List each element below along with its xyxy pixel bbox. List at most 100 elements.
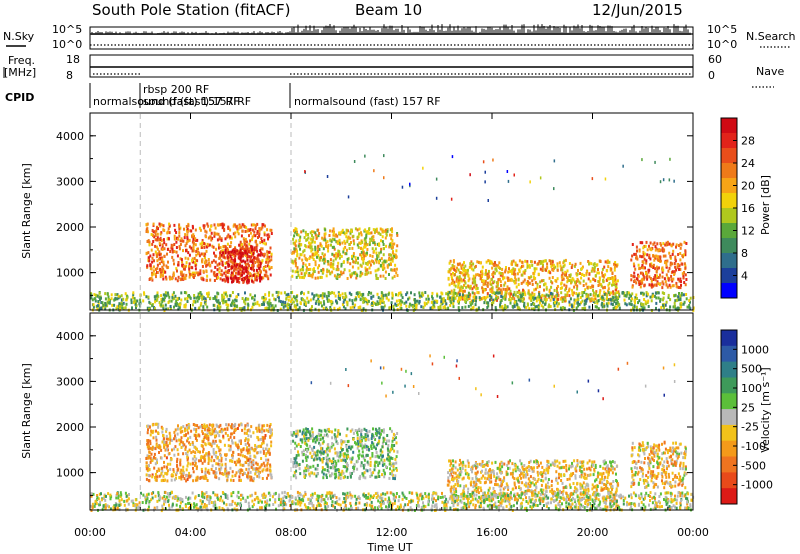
heatmap-cell <box>229 448 232 452</box>
heatmap-cell <box>349 236 352 240</box>
heatmap-cell <box>338 240 341 244</box>
heatmap-cell <box>240 260 243 264</box>
heatmap-cell <box>503 296 505 300</box>
heatmap-cell <box>178 225 181 229</box>
heatmap-cell <box>517 298 520 302</box>
heatmap-cell <box>363 242 366 246</box>
heatmap-cell <box>210 231 213 235</box>
heatmap-cell <box>163 437 165 441</box>
heatmap-cell <box>643 298 646 301</box>
heatmap-cell <box>148 468 151 471</box>
heatmap-cell <box>158 268 161 272</box>
heatmap-cell <box>196 259 199 263</box>
heatmap-cell <box>224 247 227 251</box>
heatmap-cell <box>190 451 193 455</box>
heatmap-cell <box>195 249 198 253</box>
heatmap-cell <box>218 458 221 462</box>
heatmap-cell <box>481 286 484 290</box>
heatmap-cell <box>310 230 313 234</box>
heatmap-cell <box>574 282 577 286</box>
heatmap-cell <box>366 268 369 272</box>
heatmap-cell <box>183 264 186 268</box>
heatmap-cell <box>381 261 384 265</box>
heatmap-cell <box>291 251 294 255</box>
heatmap-cell <box>237 446 239 449</box>
heatmap-cell <box>576 301 579 305</box>
heatmap-cell <box>241 463 244 467</box>
heatmap-cell <box>252 258 255 262</box>
heatmap-cell <box>180 298 183 302</box>
heatmap-cell <box>553 295 556 299</box>
heatmap-cell <box>251 238 253 242</box>
heatmap-cell <box>215 295 218 299</box>
heatmap-cell <box>587 260 590 263</box>
heatmap-cell <box>664 261 666 265</box>
heatmap-cell <box>573 264 576 268</box>
heatmap-cell <box>268 293 270 297</box>
heatmap-cell <box>506 170 509 173</box>
heatmap-cell <box>125 302 128 306</box>
heatmap-cell <box>224 249 227 253</box>
heatmap-cell <box>321 296 324 300</box>
heatmap-cell <box>503 294 506 298</box>
heatmap-cell <box>226 242 229 246</box>
heatmap-cell <box>494 306 497 310</box>
heatmap-cell <box>371 247 374 251</box>
heatmap-cell <box>504 288 507 291</box>
heatmap-cell <box>526 262 529 266</box>
heatmap-cell <box>256 462 259 466</box>
heatmap-cell <box>181 429 184 433</box>
heatmap-cell <box>348 298 351 302</box>
heatmap-cell <box>664 303 667 307</box>
heatmap-cell <box>351 265 354 269</box>
heatmap-cell <box>602 278 605 282</box>
heatmap-cell <box>535 299 538 303</box>
heatmap-cell <box>372 228 375 232</box>
heatmap-cell <box>390 242 393 246</box>
heatmap-cell <box>461 286 464 290</box>
heatmap-cell <box>657 259 660 262</box>
heatmap-cell <box>268 235 271 239</box>
heatmap-cell <box>584 301 587 305</box>
heatmap-cell <box>654 248 657 252</box>
heatmap-cell <box>534 281 537 285</box>
heatmap-cell <box>154 462 157 466</box>
heatmap-cell <box>360 254 363 258</box>
heatmap-cell <box>653 283 656 287</box>
heatmap-cell <box>576 287 579 291</box>
heatmap-cell <box>339 253 341 257</box>
heatmap-cell <box>366 230 369 234</box>
heatmap-cell <box>373 241 376 245</box>
heatmap-cell <box>360 250 363 254</box>
heatmap-cell <box>210 459 213 463</box>
heatmap-cell <box>355 259 358 262</box>
heatmap-cell <box>612 290 615 294</box>
heatmap-cell <box>593 265 596 269</box>
heatmap-cell <box>503 276 506 280</box>
heatmap-cell <box>330 265 333 269</box>
heatmap-cell <box>317 244 320 248</box>
heatmap-cell <box>259 253 262 257</box>
heatmap-cell <box>336 240 339 244</box>
heatmap-cell <box>226 475 229 479</box>
heatmap-cell <box>265 447 268 451</box>
heatmap-cell <box>347 235 350 239</box>
heatmap-cell <box>246 281 249 285</box>
heatmap-cell <box>545 285 548 289</box>
heatmap-cell <box>656 267 659 271</box>
heatmap-cell <box>239 439 242 443</box>
heatmap-cell <box>633 304 636 308</box>
heatmap-cell <box>486 284 489 288</box>
heatmap-cell <box>180 237 183 241</box>
heatmap-cell <box>374 230 376 234</box>
heatmap-cell <box>247 297 250 301</box>
heatmap-cell <box>293 229 295 233</box>
heatmap-cell <box>587 285 590 289</box>
heatmap-cell <box>160 298 163 301</box>
heatmap-cell <box>188 424 191 428</box>
heatmap-cell <box>173 250 176 253</box>
heatmap-cell <box>243 240 246 244</box>
heatmap-cell <box>685 278 688 281</box>
heatmap-cell <box>184 429 187 433</box>
heatmap-cell <box>382 263 385 267</box>
